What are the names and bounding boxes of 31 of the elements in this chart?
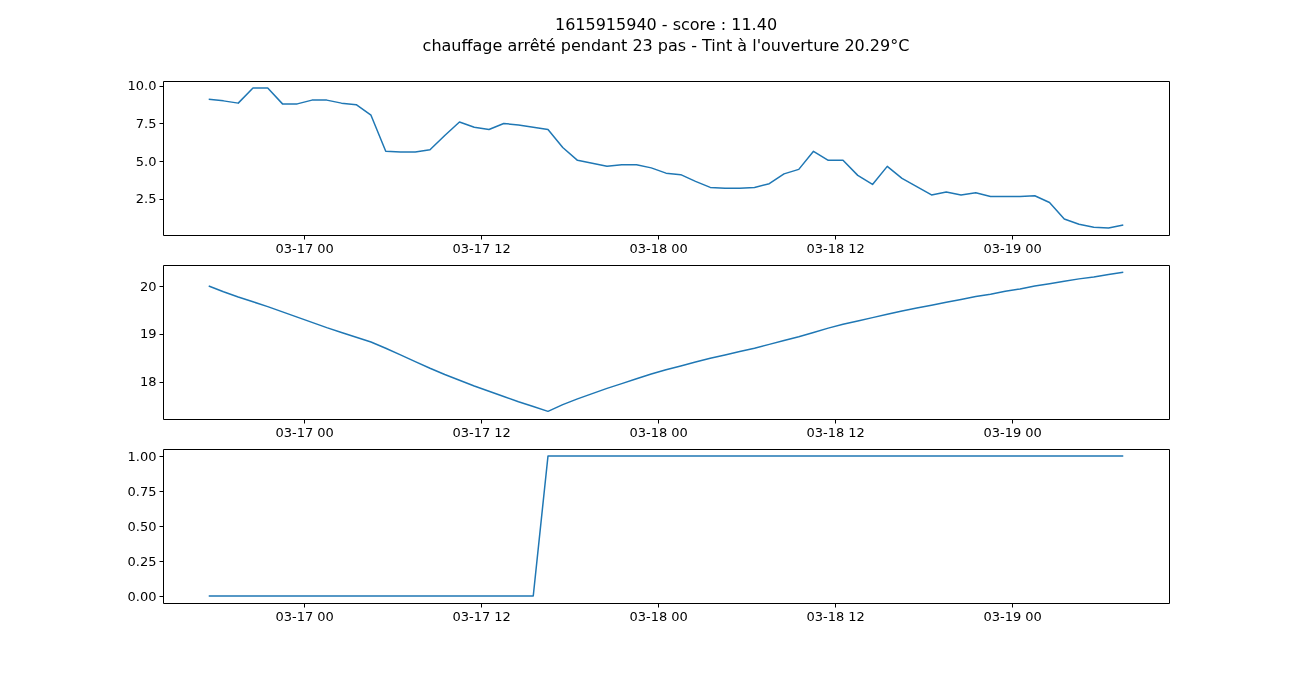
x-tick-label: 03-18 00: [629, 424, 688, 440]
y-tick-label: 20: [139, 278, 157, 294]
y-tick-label: 0.25: [127, 553, 157, 569]
x-tick-label: 03-17 00: [275, 608, 334, 624]
x-tick-label: 03-19 00: [983, 240, 1042, 256]
x-tick-label: 03-18 00: [629, 240, 688, 256]
chart-title: 1615915940 - score : 11.40: [554, 14, 778, 34]
y-tick-label: 7.5: [135, 115, 157, 131]
y-tick-label: 0.00: [127, 588, 157, 604]
x-tick-label: 03-18 00: [629, 608, 688, 624]
x-tick-label: 03-19 00: [983, 424, 1042, 440]
x-tick-label: 03-17 12: [452, 424, 511, 440]
y-tick-label: 0.75: [127, 483, 157, 499]
x-tick-label: 03-17 12: [452, 240, 511, 256]
x-tick-label: 03-17 00: [275, 424, 334, 440]
line-series: [207, 271, 1125, 413]
chart-subtitle: chauffage arrêté pendant 23 pas - Tint à l'ouverture 20.29°C: [422, 35, 910, 55]
x-tick-label: 03-17 12: [452, 608, 511, 624]
x-tick-label: 03-18 12: [806, 424, 865, 440]
y-tick-label: 5.0: [135, 153, 157, 169]
x-tick-label: 03-17 00: [275, 240, 334, 256]
y-tick-label: 1.00: [127, 448, 157, 464]
y-tick-label: 10.0: [127, 78, 157, 94]
x-tick-label: 03-19 00: [983, 608, 1042, 624]
y-tick-label: 18: [139, 374, 157, 390]
x-tick-label: 03-18 12: [806, 240, 865, 256]
y-tick-label: 0.50: [127, 518, 157, 534]
x-tick-label: 03-18 12: [806, 608, 865, 624]
y-tick-label: 19: [139, 326, 157, 342]
line-series: [207, 87, 1125, 229]
y-tick-label: 2.5: [135, 191, 157, 207]
